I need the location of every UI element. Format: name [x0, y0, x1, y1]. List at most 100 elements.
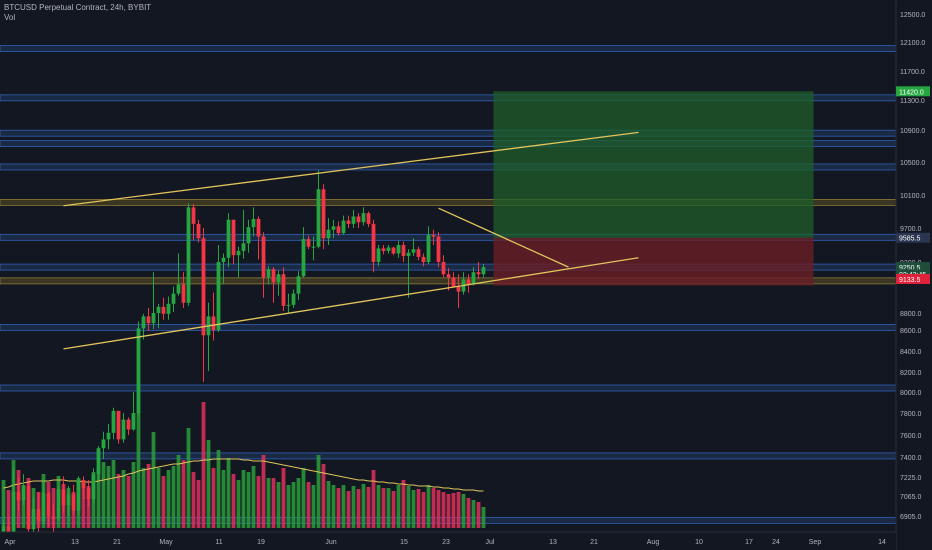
price-label-text: 9585.5: [899, 236, 921, 243]
candle-body: [296, 276, 301, 294]
candle-body: [286, 304, 291, 306]
symbol-title[interactable]: BTCUSD Perpetual Contract, 24h, BYBIT: [4, 3, 152, 12]
price-tick-label: 7800.0: [900, 411, 922, 418]
time-tick-label: Jul: [486, 539, 495, 546]
candle-body: [391, 247, 396, 254]
price-tick-label: 10500.0: [900, 160, 925, 167]
volume-bar: [246, 472, 251, 528]
volume-bar: [441, 492, 446, 528]
price-label-box: [896, 262, 930, 273]
candle-body: [196, 223, 201, 239]
candle-body: [106, 432, 111, 440]
volume-bar: [326, 481, 331, 528]
volume-bar: [461, 494, 466, 528]
candle-body: [246, 227, 251, 244]
volume-bar: [201, 402, 206, 528]
volume-bar: [416, 489, 421, 528]
lower-channel-trendline: [63, 257, 639, 350]
volume-bar: [151, 432, 156, 528]
price-tick-label: 8200.0: [900, 370, 922, 377]
volume-bar: [101, 462, 106, 528]
price-tick-label: 11300.0: [900, 98, 925, 105]
candle-body: [71, 494, 76, 511]
price-label-box: [896, 86, 930, 97]
trendlines[interactable]: [63, 131, 639, 350]
volume-bar: [451, 493, 456, 528]
candle-body: [406, 252, 411, 257]
candle-body: [251, 218, 256, 228]
candle-body: [201, 238, 206, 336]
volume-bar: [256, 476, 261, 528]
volume-bar: [471, 500, 476, 528]
time-tick-label: 13: [549, 539, 557, 546]
volume-bar: [86, 486, 91, 528]
price-tick-label: 7065.0: [900, 494, 922, 501]
price-tick-label: 10900.0: [900, 128, 925, 135]
candle-body: [481, 267, 486, 275]
candle-body: [311, 246, 316, 248]
candle-body: [96, 448, 101, 475]
candle-body: [56, 489, 61, 520]
price-label-text: 11420.0: [899, 89, 924, 96]
price-label-box: [896, 232, 930, 243]
candle-body: [396, 245, 401, 254]
level-band: [0, 384, 897, 392]
candle-body: [191, 207, 196, 224]
volume-bar: [456, 492, 461, 528]
time-tick-label: Jun: [325, 539, 336, 546]
price-tick-label: 8400.0: [900, 349, 922, 356]
price-tick-label: 11700.0: [900, 69, 925, 76]
volume-bar: [196, 480, 201, 528]
candle-body: [111, 410, 116, 433]
volume-bar: [116, 474, 121, 528]
upper-channel-trendline: [63, 131, 639, 207]
volume-bar: [171, 466, 176, 528]
time-tick-label: 14: [878, 539, 886, 546]
candle-body: [441, 262, 446, 275]
volume-bar: [271, 478, 276, 528]
volume-bar: [156, 468, 161, 528]
volume-bar: [276, 482, 281, 528]
volume-bar: [401, 480, 406, 528]
volume-bar: [266, 478, 271, 528]
candle-body: [376, 248, 381, 262]
volume-bar: [346, 491, 351, 528]
candle-body: [261, 236, 266, 278]
volume-bar: [211, 468, 216, 528]
candle-body: [366, 213, 371, 224]
loss-zone: [493, 237, 814, 286]
time-tick-label: Apr: [5, 539, 17, 546]
volume-bar: [331, 485, 336, 528]
volume-bar: [111, 460, 116, 528]
time-axis[interactable]: Apr 13 21 May 11 19 Jun 15 23 Jul 13 21 Aug 10 17 24 Sep…: [0, 531, 896, 550]
volume-bar: [296, 478, 301, 528]
candle-body: [226, 219, 231, 258]
candle-body: [146, 316, 151, 324]
candle-body: [256, 218, 261, 237]
volume-bar: [316, 455, 321, 528]
candle-body: [151, 313, 156, 324]
volume-bar: [191, 472, 196, 528]
price-tick-label: 12500.0: [900, 12, 925, 19]
candle-body: [426, 234, 431, 262]
candle-body: [116, 410, 121, 440]
volume-bar: [21, 485, 26, 528]
candle-body: [11, 491, 16, 537]
volume-bar: [176, 455, 181, 528]
price-axis[interactable]: 12500.0 12100.0 11700.0 11300.0 10900.0 10500…: [895, 0, 932, 550]
time-tick-label: 10: [695, 539, 703, 546]
candle-body: [401, 245, 406, 257]
candle-body: [306, 239, 311, 247]
volume-bar: [166, 470, 171, 528]
candle-body: [341, 220, 346, 234]
volume-bar: [351, 486, 356, 528]
candle-body: [416, 249, 421, 257]
volume-bar: [261, 455, 266, 528]
candle-body: [176, 284, 181, 294]
time-tick-label: Sep: [809, 539, 822, 546]
volume-bar: [231, 474, 236, 528]
price-tick-label: 12100.0: [900, 40, 925, 47]
volume-bar: [466, 498, 471, 528]
volume-indicator-label[interactable]: Vol: [4, 13, 16, 22]
